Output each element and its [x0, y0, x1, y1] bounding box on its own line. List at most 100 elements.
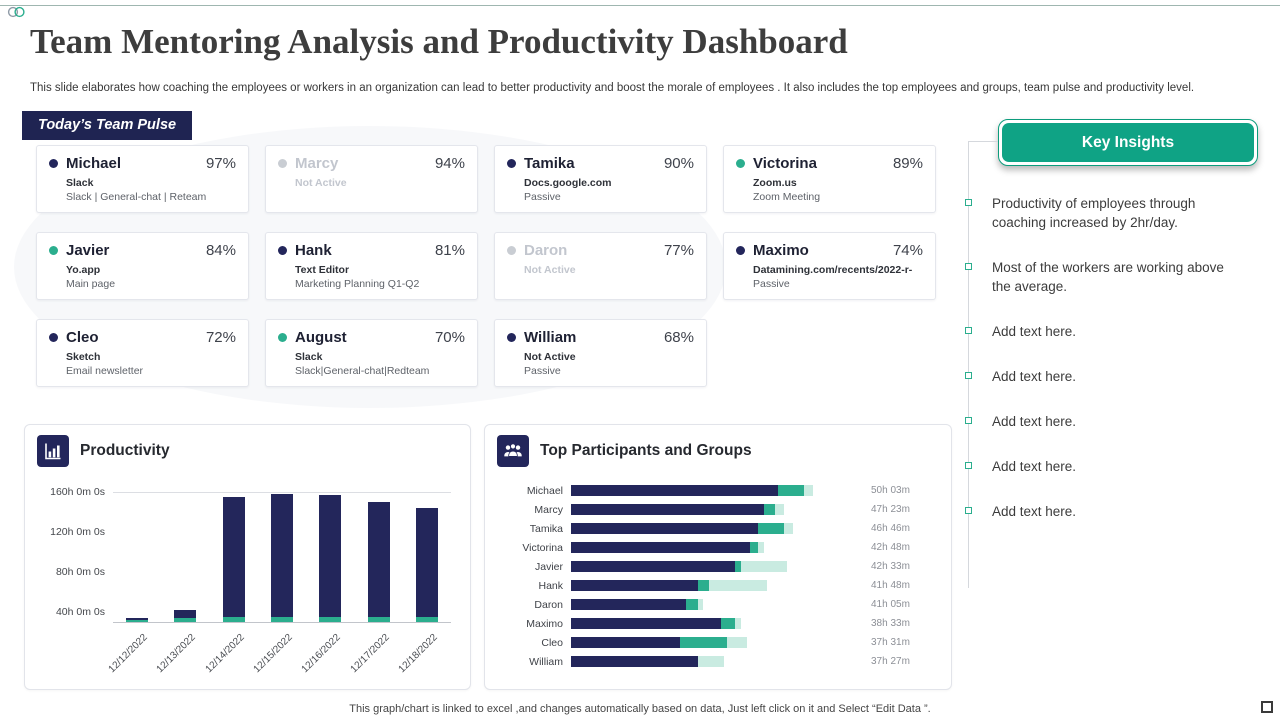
member-card[interactable]: Cleo 72% Sketch Email newsletter: [36, 319, 249, 387]
participant-hours: 41h 05m: [871, 599, 910, 610]
member-detail: Passive: [753, 278, 790, 290]
key-insights-button[interactable]: Key Insights: [998, 119, 1258, 166]
bar-segment: [571, 485, 779, 496]
member-detail: Email newsletter: [66, 365, 144, 377]
member-card[interactable]: Maximo 74% Datamining.com/recents/2022-r- P…: [723, 232, 936, 300]
member-card-header: Victorina 89%: [736, 155, 923, 172]
bar-segment-primary: [271, 494, 293, 617]
member-card[interactable]: Tamika 90% Docs.google.com Passive: [494, 145, 707, 213]
bar-segment: [749, 542, 759, 553]
insight-text: Most of the workers are working above th…: [992, 260, 1224, 294]
participant-row: Daron 41h 05m: [495, 595, 943, 614]
insight-text: Add text here.: [992, 504, 1077, 519]
participants-chart[interactable]: Michael 50h 03m Marcy 47h 23m Tamika 46h 46m V…: [495, 481, 943, 671]
member-app: Text Editor: [295, 264, 350, 276]
member-app: Zoom.us: [753, 177, 797, 189]
status-dot-icon: [507, 246, 516, 255]
participant-name: Cleo: [541, 636, 563, 649]
member-card[interactable]: Victorina 89% Zoom.us Zoom Meeting: [723, 145, 936, 213]
insight-text: Add text here.: [992, 459, 1077, 474]
participant-bar: [571, 637, 859, 648]
insights-connector-top: [969, 141, 998, 142]
member-card[interactable]: Hank 81% Text Editor Marketing Planning Q1-…: [265, 232, 478, 300]
participant-row: Victorina 42h 48m: [495, 538, 943, 557]
bullet-square-icon: [965, 417, 972, 424]
member-card-header: William 68%: [507, 329, 694, 346]
member-app: Slack: [66, 177, 94, 189]
bar-segment: [778, 485, 805, 496]
member-percent: 77%: [663, 242, 694, 259]
insight-text: Productivity of employees through coachi…: [992, 196, 1196, 230]
status-dot-icon: [507, 159, 516, 168]
bar-segment: [720, 618, 736, 629]
member-app: Sketch: [66, 351, 101, 363]
participant-bar: [571, 561, 859, 572]
bar-segment-secondary: [415, 617, 438, 622]
participant-name: Victorina: [522, 541, 563, 554]
member-card-header: August 70%: [278, 329, 465, 346]
member-name: Javier: [66, 242, 110, 259]
member-card[interactable]: Javier 84% Yo.app Main page: [36, 232, 249, 300]
member-app: Not Active: [295, 177, 347, 189]
participant-name: Michael: [526, 484, 563, 497]
y-axis-label: 40h 0m 0s: [55, 606, 105, 618]
productivity-bar: [174, 610, 197, 622]
bar-segment: [571, 561, 736, 572]
member-name: Marcy: [295, 155, 339, 172]
participant-bar: [571, 656, 859, 667]
member-card[interactable]: Marcy 94% Not Active: [265, 145, 478, 213]
member-name: Michael: [66, 155, 122, 172]
participant-hours: 38h 33m: [871, 618, 910, 629]
status-dot-icon: [49, 159, 58, 168]
participant-bar: [571, 542, 859, 553]
participant-row: Javier 42h 33m: [495, 557, 943, 576]
bullet-square-icon: [965, 507, 972, 514]
x-axis-label: 12/12/2022: [106, 632, 150, 676]
bullet-square-icon: [965, 199, 972, 206]
member-card[interactable]: Michael 97% Slack Slack | General-chat | Re…: [36, 145, 249, 213]
member-name: Daron: [524, 242, 568, 259]
member-detail: Slack | General-chat | Reteam: [66, 191, 207, 203]
key-insights-label: Key Insights: [1002, 123, 1254, 162]
status-dot-icon: [49, 246, 58, 255]
member-percent: 84%: [205, 242, 236, 259]
insight-text: Add text here.: [992, 324, 1077, 339]
member-card-header: Maximo 74%: [736, 242, 923, 259]
productivity-bar: [222, 497, 245, 622]
member-name: Hank: [295, 242, 332, 259]
status-dot-icon: [736, 159, 745, 168]
participant-row: Tamika 46h 46m: [495, 519, 943, 538]
insight-item: Add text here.: [965, 502, 1244, 521]
participant-bar: [571, 523, 859, 534]
status-dot-icon: [278, 159, 287, 168]
member-app: Slack: [295, 351, 323, 363]
insight-text: Add text here.: [992, 414, 1077, 429]
member-app: Not Active: [524, 351, 576, 363]
bar-chart-icon: [37, 435, 69, 467]
participant-row: Cleo 37h 31m: [495, 633, 943, 652]
member-card-header: Daron 77%: [507, 242, 694, 259]
bar-segment: [735, 561, 741, 572]
participant-hours: 37h 27m: [871, 656, 910, 667]
bar-segment-secondary: [222, 617, 245, 622]
bar-segment: [571, 618, 721, 629]
participant-hours: 41h 48m: [871, 580, 910, 591]
bullet-square-icon: [965, 263, 972, 270]
people-group-icon: [497, 435, 529, 467]
productivity-chart[interactable]: 40h 0m 0s 80h 0m 0s 120h 0m 0s 160h 0m 0s 12…: [25, 473, 472, 691]
member-card[interactable]: Daron 77% Not Active: [494, 232, 707, 300]
bar-segment: [740, 561, 787, 572]
participants-panel: Top Participants and Groups Michael 50h 0…: [484, 424, 952, 690]
productivity-bar: [319, 495, 342, 622]
y-axis-label: 80h 0m 0s: [55, 566, 105, 578]
status-dot-icon: [278, 333, 287, 342]
bar-segment: [697, 580, 710, 591]
bar-segment: [697, 656, 724, 667]
insight-item: Add text here.: [965, 412, 1244, 431]
member-card[interactable]: William 68% Not Active Passive: [494, 319, 707, 387]
member-app: Yo.app: [66, 264, 101, 276]
member-card[interactable]: August 70% Slack Slack|General-chat|Redteam: [265, 319, 478, 387]
bar-segment-secondary: [126, 620, 149, 622]
bar-segment-primary: [126, 618, 149, 620]
participant-name: Daron: [534, 598, 563, 611]
